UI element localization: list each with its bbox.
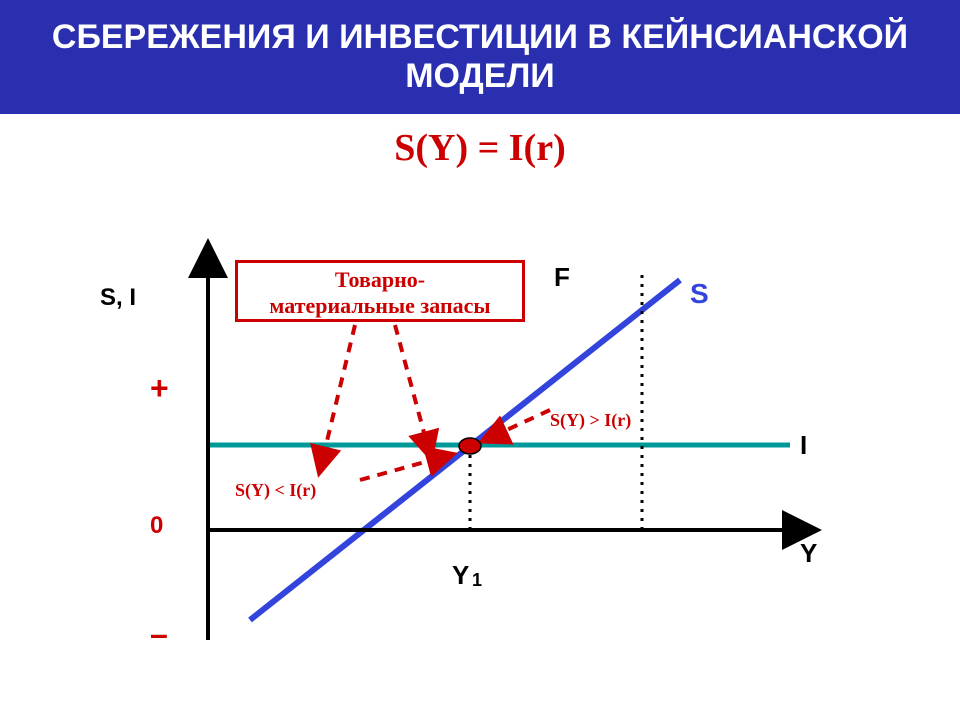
less-than-label: S(Y) < I(r) xyxy=(235,480,316,501)
s-line-label: S xyxy=(690,278,709,310)
equation-text: S(Y) = I(r) xyxy=(394,127,566,169)
box-line2: материальные запасы xyxy=(269,293,490,318)
f-label: F xyxy=(554,262,570,293)
minus-label: – xyxy=(150,616,168,653)
zero-label: 0 xyxy=(150,512,163,540)
title-bar: СБЕРЕЖЕНИЯ И ИНВЕСТИЦИИ В КЕЙНСИАНСКОЙ М… xyxy=(0,0,960,114)
box-line1: Товарно- xyxy=(335,267,425,292)
equation: S(Y) = I(r) xyxy=(0,126,960,170)
greater-than-label: S(Y) > I(r) xyxy=(550,410,631,431)
x-axis-label: Y xyxy=(800,538,817,569)
y-axis-label: S, I xyxy=(100,284,136,312)
chart-area: Товарно- материальные запасы S, I + 0 – … xyxy=(0,220,960,700)
plus-label: + xyxy=(150,370,169,407)
inventory-box: Товарно- материальные запасы xyxy=(235,260,525,322)
title-text: СБЕРЕЖЕНИЯ И ИНВЕСТИЦИИ В КЕЙНСИАНСКОЙ М… xyxy=(52,18,908,95)
i-line-label: I xyxy=(800,430,807,461)
y1-label: Y xyxy=(452,560,469,591)
y1-subscript: 1 xyxy=(472,570,482,591)
